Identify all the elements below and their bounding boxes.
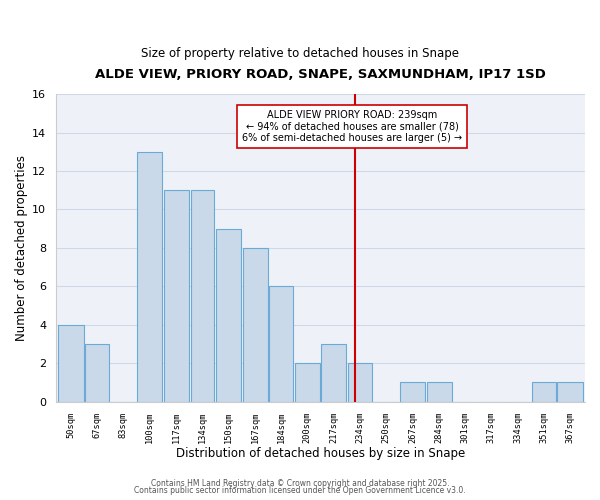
Bar — [85, 344, 109, 402]
Text: Contains HM Land Registry data © Crown copyright and database right 2025.: Contains HM Land Registry data © Crown c… — [151, 478, 449, 488]
Bar — [348, 363, 371, 402]
Bar — [269, 286, 293, 402]
Bar — [137, 152, 162, 402]
Text: Contains public sector information licensed under the Open Government Licence v3: Contains public sector information licen… — [134, 486, 466, 495]
Bar — [242, 248, 268, 402]
Bar — [321, 344, 346, 402]
Text: ALDE VIEW PRIORY ROAD: 239sqm
← 94% of detached houses are smaller (78)
6% of se: ALDE VIEW PRIORY ROAD: 239sqm ← 94% of d… — [242, 110, 463, 142]
Bar — [427, 382, 452, 402]
Y-axis label: Number of detached properties: Number of detached properties — [15, 155, 28, 341]
Bar — [400, 382, 425, 402]
Bar — [532, 382, 556, 402]
Bar — [295, 363, 320, 402]
Bar — [191, 190, 214, 402]
Title: ALDE VIEW, PRIORY ROAD, SNAPE, SAXMUNDHAM, IP17 1SD: ALDE VIEW, PRIORY ROAD, SNAPE, SAXMUNDHA… — [95, 68, 546, 80]
Bar — [557, 382, 583, 402]
Bar — [164, 190, 189, 402]
X-axis label: Distribution of detached houses by size in Snape: Distribution of detached houses by size … — [176, 447, 465, 460]
Bar — [58, 325, 83, 402]
Bar — [216, 228, 241, 402]
Text: Size of property relative to detached houses in Snape: Size of property relative to detached ho… — [141, 48, 459, 60]
